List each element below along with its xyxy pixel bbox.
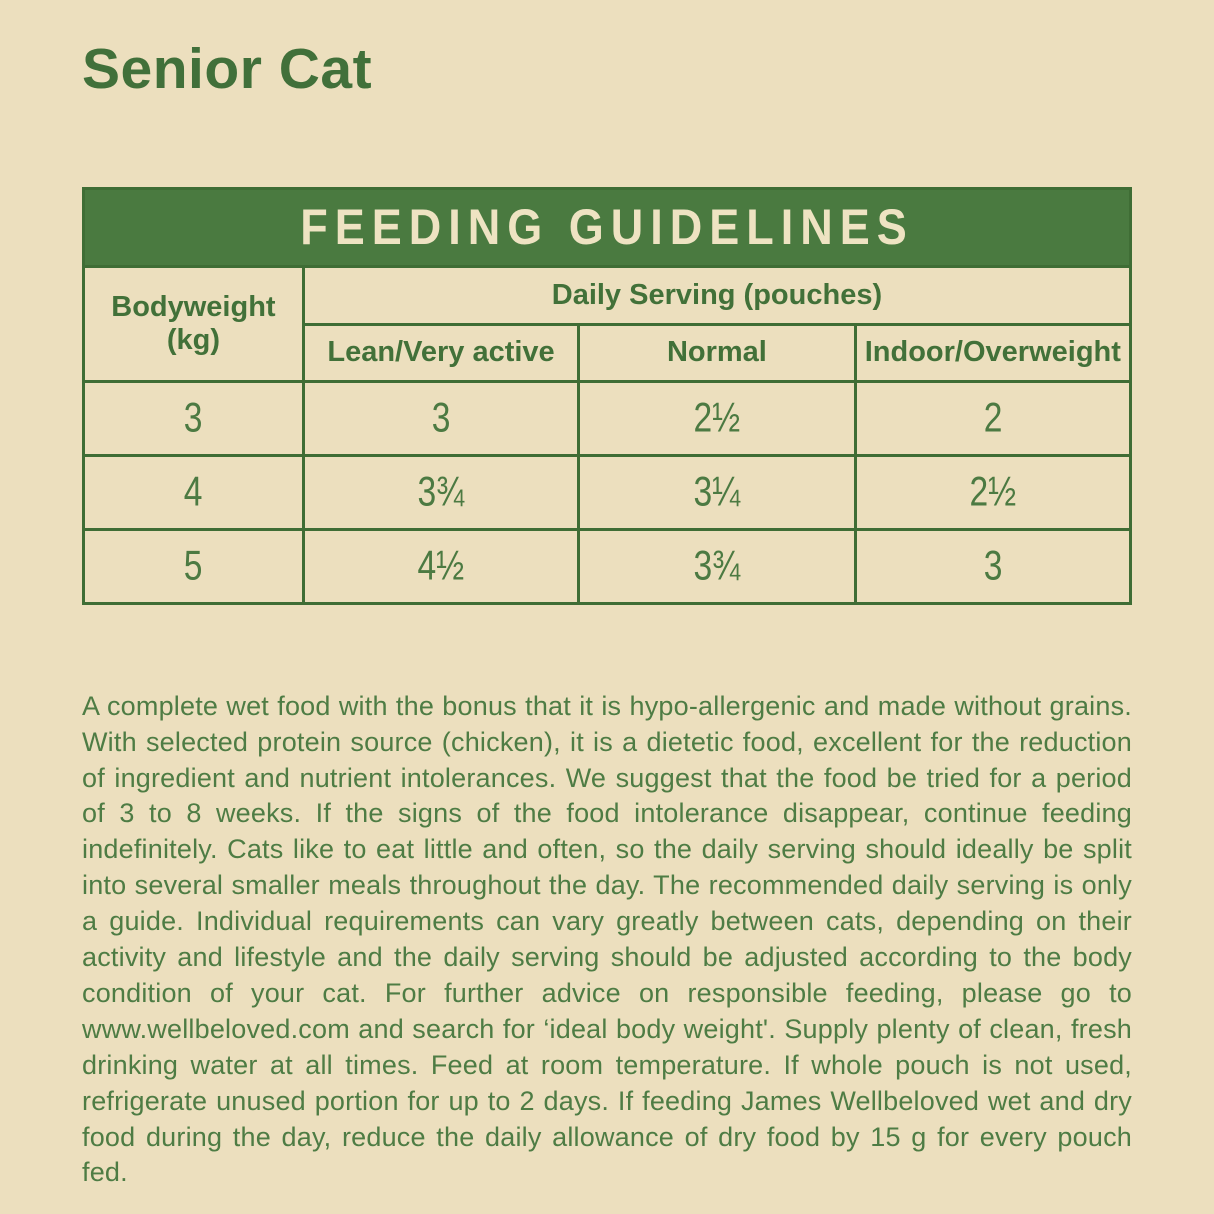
serving-cell-normal: 3¼ <box>577 453 857 531</box>
serving-cell-normal: 3¾ <box>577 527 857 605</box>
bodyweight-cell: 4 <box>82 453 305 531</box>
cell-value: 3¾ <box>417 468 465 515</box>
page-title: Senior Cat <box>82 37 373 101</box>
column-header-lean-very-active: Lean/Very active <box>301 322 581 383</box>
table-row: 4 3¾ 3¼ 2½ <box>82 453 1133 531</box>
serving-cell-indoor: 3 <box>853 527 1133 605</box>
cell-value: 2½ <box>693 394 741 441</box>
column-header-indoor-overweight: Indoor/Overweight <box>853 322 1133 383</box>
serving-cell-lean: 3¾ <box>301 453 581 531</box>
cell-value: 5 <box>184 542 203 589</box>
cell-value: 3¼ <box>693 468 741 515</box>
cell-value: 2 <box>983 394 1003 441</box>
serving-cell-normal: 2½ <box>577 379 857 457</box>
table-row: 5 4½ 3¾ 3 <box>82 527 1133 605</box>
table-caption: FEEDING GUIDELINES <box>82 186 1132 268</box>
column-header-normal: Normal <box>577 322 857 383</box>
table-row: 3 3 2½ 2 <box>82 379 1133 457</box>
bodyweight-cell: 3 <box>82 379 305 457</box>
feeding-description: A complete wet food with the bonus that … <box>82 690 1132 1188</box>
cell-value: 3¾ <box>693 542 741 589</box>
bodyweight-cell: 5 <box>82 527 305 605</box>
table-caption-row: FEEDING GUIDELINES <box>82 186 1132 268</box>
cell-value: 3 <box>184 394 203 441</box>
cell-value: 2½ <box>969 468 1017 515</box>
serving-cell-indoor: 2½ <box>853 453 1133 531</box>
table-caption-label: FEEDING GUIDELINES <box>300 198 914 256</box>
cell-value: 4½ <box>417 542 465 589</box>
cell-value: 3 <box>983 542 1003 589</box>
serving-cell-lean: 3 <box>301 379 581 457</box>
column-header-bodyweight: Bodyweight (kg) <box>82 264 305 383</box>
cell-value: 3 <box>431 394 451 441</box>
serving-cell-indoor: 2 <box>853 379 1133 457</box>
table-header-row-top: Bodyweight (kg) Daily Serving (pouches) <box>82 264 1133 383</box>
cell-value: 4 <box>184 468 203 515</box>
table-header-row-sub: Lean/Very active Normal Indoor/Overweigh… <box>84 322 1133 383</box>
serving-cell-lean: 4½ <box>301 527 581 605</box>
column-header-daily-serving: Daily Serving (pouches) <box>301 264 1133 326</box>
feeding-guidelines-table: FEEDING GUIDELINES Bodyweight (kg) Daily… <box>82 186 1133 605</box>
